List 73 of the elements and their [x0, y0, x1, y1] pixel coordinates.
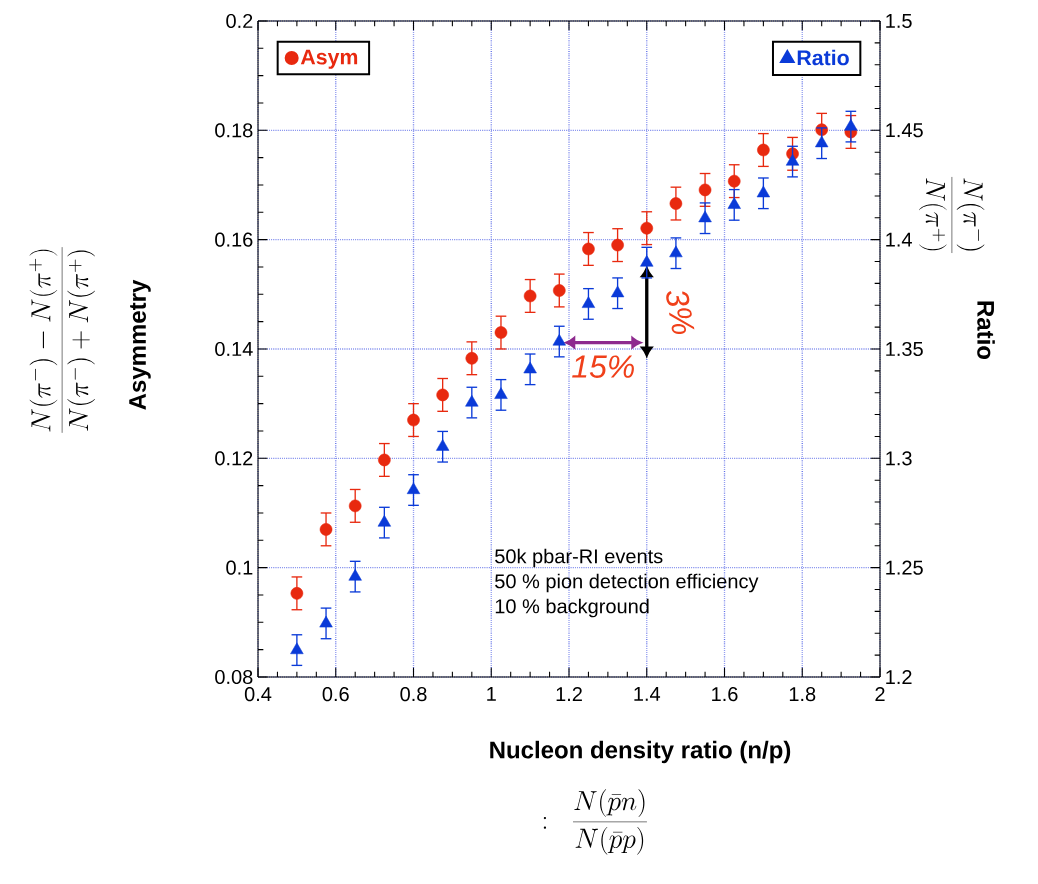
- annotation: 15%: [572, 355, 634, 378]
- point: [378, 453, 391, 467]
- y-tick-label: 0.14: [215, 341, 253, 357]
- point: [523, 361, 537, 374]
- y2-tick-label: 1.3: [886, 451, 912, 466]
- y-tick-label: 0.2: [226, 13, 253, 29]
- point: [757, 143, 770, 157]
- point: [756, 185, 770, 198]
- annotation: 50k pbar-RI events: [495, 548, 663, 568]
- y-tick-label: 0.16: [215, 232, 253, 247]
- point: [727, 197, 741, 209]
- x-tick-label: 1: [487, 687, 496, 701]
- text: $:\;\; \frac{N(\bar{p}n)}{N(\bar{p}p)}$: [543, 789, 647, 855]
- point: [640, 255, 654, 267]
- point: [494, 387, 508, 399]
- point: [698, 183, 712, 197]
- x-tick-label: 0.6: [322, 687, 349, 702]
- point: [494, 326, 508, 339]
- point: [727, 174, 741, 188]
- point: [407, 413, 420, 427]
- y2-tick-label: 1.25: [886, 560, 923, 575]
- point: [669, 197, 683, 210]
- annotation: 50 % pion detection efficiency: [495, 573, 759, 593]
- text: $\frac{N(\pi^{-})}{N(\pi^{+})}$: [919, 176, 985, 254]
- point: [844, 119, 858, 131]
- x-tick-label: 0.4: [244, 687, 272, 702]
- x-tick-label: 0.8: [400, 687, 427, 702]
- point: [698, 210, 712, 223]
- x-tick-label: 1.6: [712, 687, 738, 702]
- point: [465, 352, 479, 365]
- legend-label: Asym: [300, 49, 358, 69]
- point: [348, 499, 362, 513]
- x-tick-label: 2: [875, 687, 885, 701]
- point: [582, 242, 595, 256]
- point: [815, 135, 829, 148]
- y2-tick-label: 1.5: [886, 14, 912, 28]
- point: [436, 439, 450, 451]
- y-axis-title: Asymmetry: [129, 279, 151, 410]
- point: [552, 333, 566, 346]
- annotation: 3%: [666, 290, 695, 334]
- point: [581, 296, 596, 308]
- annotation: 10 % background: [495, 598, 649, 618]
- point: [785, 153, 800, 166]
- y2-tick-label: 1.4: [886, 232, 912, 247]
- point: [290, 642, 304, 655]
- y2-axis-title: Ratio: [977, 301, 995, 360]
- point: [611, 238, 624, 252]
- y-tick-label: 0.08: [215, 669, 253, 685]
- text: $\frac{N(\pi^{-})-N(\pi^{+})}{N(\pi^{-})+N(\pi^{+})}$: [29, 247, 95, 433]
- y-tick-label: 0.1: [226, 560, 253, 575]
- point: [377, 515, 391, 527]
- y-tick-label: 0.12: [215, 451, 253, 466]
- x-tick-label: 1.2: [556, 687, 582, 701]
- y2-tick-label: 1.2: [886, 670, 912, 684]
- point: [290, 587, 304, 600]
- point: [669, 245, 683, 258]
- x-tick-label: 1.4: [634, 687, 661, 701]
- point: [348, 569, 362, 581]
- point: [523, 289, 537, 303]
- y-tick-label: 0.18: [215, 123, 253, 138]
- point: [436, 388, 449, 402]
- point: [553, 284, 566, 297]
- point: [319, 615, 333, 628]
- y2-tick-label: 1.45: [886, 123, 923, 138]
- x-axis-title: Nucleon density ratio (n/p): [490, 740, 791, 764]
- point: [406, 482, 421, 494]
- point: [640, 221, 654, 235]
- y2-tick-label: 1.35: [886, 341, 923, 357]
- x-tick-label: 1.8: [789, 687, 816, 702]
- point: [319, 523, 333, 536]
- legend-label: Ratio: [797, 49, 849, 66]
- point: [465, 394, 479, 407]
- point: [610, 285, 625, 298]
